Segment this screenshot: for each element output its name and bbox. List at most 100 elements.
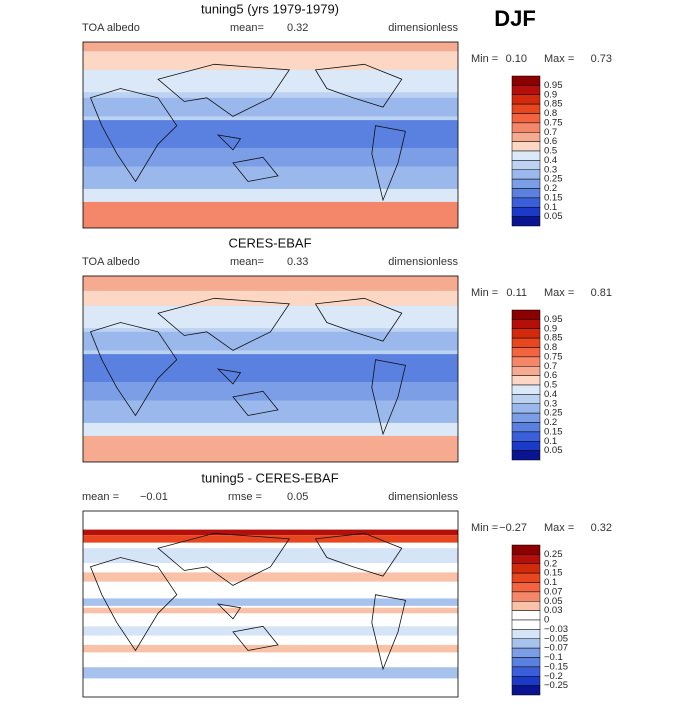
colorbar-label: 0.07 [544,586,563,597]
colorbar-label: 0.1 [544,202,557,213]
colorbar-label: 0.3 [544,398,557,409]
stat-label: mean= [230,22,264,34]
min-value: −0.27 [499,522,527,534]
colorbar-box [511,375,541,386]
map-band [83,69,458,93]
colorbar-box [511,319,541,329]
map-band [83,331,458,351]
colorbar-box [511,384,541,395]
colorbar-label: 0.2 [544,183,557,194]
panel-title: tuning5 (yrs 1979-1979) [201,1,339,16]
colorbar-box [511,207,541,217]
map [83,42,458,228]
colorbar-box [511,619,541,630]
colorbar-box [511,169,541,180]
map [83,511,458,697]
colorbar-label: 0.03 [544,605,563,616]
colorbar-box [511,197,541,208]
map-band [83,382,458,401]
colorbar-label: 0.2 [544,558,557,569]
colorbar-box [511,610,541,621]
max-value: 0.32 [591,522,612,534]
colorbar-label: −0.2 [544,671,563,682]
map-frame [82,275,459,463]
colorbar-label: −0.1 [544,652,563,663]
colorbar-box [511,132,541,142]
left-label: mean = [82,491,119,503]
units: dimensionless [388,491,458,503]
colorbar-box [511,178,541,189]
map-band [83,400,458,423]
min-value: 0.10 [506,53,527,65]
colorbar-label: 0.8 [544,108,557,119]
coastline [89,532,406,671]
map-band [83,644,458,653]
colorbar-box [511,103,541,114]
colorbar-box [511,431,541,442]
colorbar-box [511,657,541,668]
colorbar-box [511,337,541,348]
colorbar-box [511,450,541,461]
colorbar-label: −0.15 [544,661,568,672]
map-band [83,435,458,462]
map-band [83,598,458,606]
map-band [83,305,458,329]
colorbar-box [511,647,541,658]
min-label: Min = [471,287,498,299]
colorbar-label: 0.9 [544,89,557,100]
colorbar-box [511,160,541,170]
colorbar-label: 0.2 [544,417,557,428]
colorbar-label: 0.4 [544,389,557,400]
colorbar-label: 0.1 [544,436,557,447]
colorbar-box [511,188,541,199]
colorbar-label: 0.4 [544,155,557,166]
colorbar-label: 0.05 [544,596,563,607]
max-value: 0.73 [591,53,612,65]
map-band [83,548,458,564]
colorbar-box [511,582,541,593]
panel-title: CERES-EBAF [228,235,311,250]
colorbar-label: −0.05 [544,633,568,644]
colorbar-label: 0.1 [544,577,557,588]
colorbar-label: 0.5 [544,146,557,157]
map-band [83,201,458,228]
map-band [83,120,458,149]
colorbar-label: 0.15 [544,568,563,579]
map-band [83,667,458,679]
colorbar-box [511,554,541,564]
map-band [83,535,458,543]
colorbar-box [511,403,541,414]
colorbar-box [511,685,541,696]
stat-value: 0.05 [287,491,308,503]
map-band [83,572,458,582]
colorbar-label: −0.25 [544,680,568,691]
map-band [83,529,458,536]
colorbar-box [511,563,541,574]
colorbar-box [511,441,541,451]
colorbar-label: 0.95 [544,314,563,325]
colorbar-box [511,676,541,686]
colorbar-label: 0.7 [544,127,557,138]
colorbar-label: 0.6 [544,136,557,147]
colorbar-box [511,309,541,320]
map-frame [82,41,459,229]
left-value: −0.01 [140,491,168,503]
min-label: Min = [471,53,498,65]
map-band [83,276,458,291]
colorbar-label: 0.6 [544,370,557,381]
stat-value: 0.33 [287,256,308,268]
colorbar-box [511,629,541,639]
stat-label: mean= [230,256,264,268]
colorbar-box [511,572,541,583]
map-band [83,607,458,614]
colorbar-label: 0.25 [544,174,563,185]
colorbar-label: 0.05 [544,445,563,456]
map-band [83,290,458,306]
colorbar-label: 0.8 [544,342,557,353]
colorbar-label: 0.15 [544,426,563,437]
colorbar-box [511,544,541,555]
colorbar-box [511,591,541,602]
colorbar-box [511,601,541,611]
colorbar-box [511,366,541,376]
